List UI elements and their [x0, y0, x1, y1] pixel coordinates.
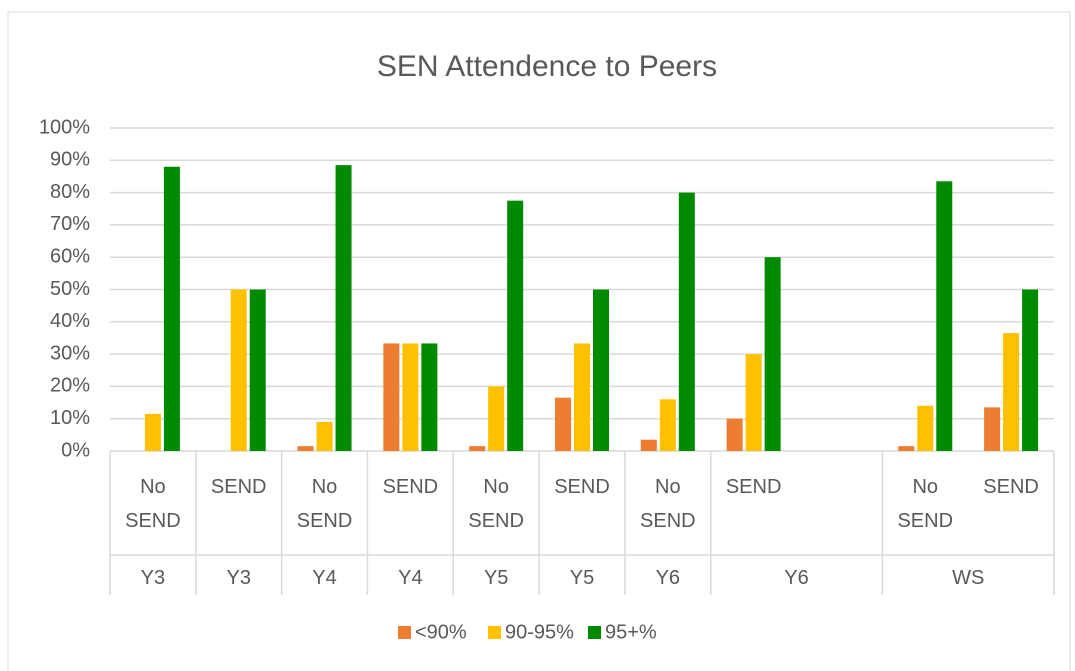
legend-label: 95+%: [605, 621, 657, 643]
x-tick-label: No SEND: [296, 476, 353, 532]
bar: [593, 289, 609, 451]
legend-swatch: [588, 626, 601, 639]
y-tick-label: 40%: [50, 310, 90, 332]
bar: [1022, 289, 1039, 451]
group-label: Y5: [483, 567, 509, 589]
x-tick-label: No SEND: [125, 476, 181, 532]
bar: [469, 446, 486, 451]
bar: [163, 166, 180, 451]
y-tick-label: 50%: [50, 278, 90, 300]
bar: [507, 200, 524, 451]
x-tick-label: SEND: [210, 476, 267, 498]
bar: [297, 446, 314, 451]
legend-label: <90%: [415, 621, 467, 643]
x-tick-label: SEND: [554, 476, 610, 498]
bar: [402, 343, 419, 451]
x-tick-label: No SEND: [468, 476, 524, 532]
bar: [421, 343, 438, 451]
bar: [555, 397, 571, 451]
bar: [249, 289, 266, 451]
bar: [640, 439, 657, 451]
bar: [917, 405, 934, 451]
group-label: Y6: [655, 567, 681, 589]
group-label: Y6: [784, 567, 809, 589]
bar: [659, 399, 676, 451]
bar: [335, 165, 352, 451]
bar: [1003, 333, 1020, 451]
group-label: Y3: [140, 567, 166, 589]
y-tick-label: 100%: [39, 116, 90, 138]
bar: [144, 413, 161, 451]
bar: [383, 343, 400, 451]
bar: [745, 354, 762, 451]
bar: [316, 421, 333, 451]
y-tick-label: 90%: [50, 149, 90, 171]
x-tick-label: SEND: [983, 476, 1039, 498]
legend-swatch: [398, 626, 411, 639]
group-label: Y4: [398, 567, 423, 589]
x-tick-label: No SEND: [897, 476, 954, 532]
bar: [574, 343, 590, 451]
chart-frame: [7, 11, 1071, 671]
group-label: WS: [952, 567, 985, 589]
y-tick-label: 60%: [50, 245, 90, 267]
bar: [678, 192, 695, 451]
legend-swatch: [488, 626, 501, 639]
group-label: Y3: [226, 567, 251, 589]
bar: [488, 386, 505, 451]
x-tick-label: No SEND: [640, 476, 696, 532]
y-tick-label: 20%: [50, 375, 90, 397]
y-tick-label: 10%: [50, 407, 90, 429]
bar: [898, 446, 915, 451]
bar: [936, 181, 953, 452]
y-tick-label: 80%: [50, 181, 90, 203]
x-tick-label: SEND: [382, 476, 439, 498]
chart-title: SEN Attendence to Peers: [377, 50, 717, 83]
bar: [230, 289, 247, 451]
x-tick-label: SEND: [725, 476, 782, 498]
group-label: Y4: [312, 567, 337, 589]
y-tick-label: 0%: [61, 439, 90, 461]
bar: [984, 407, 1001, 451]
bar: [726, 418, 743, 451]
legend-label: 90-95%: [505, 621, 574, 643]
y-tick-label: 30%: [50, 342, 90, 364]
group-label: Y5: [569, 567, 595, 589]
y-tick-label: 70%: [50, 213, 90, 235]
bar: [764, 257, 781, 451]
